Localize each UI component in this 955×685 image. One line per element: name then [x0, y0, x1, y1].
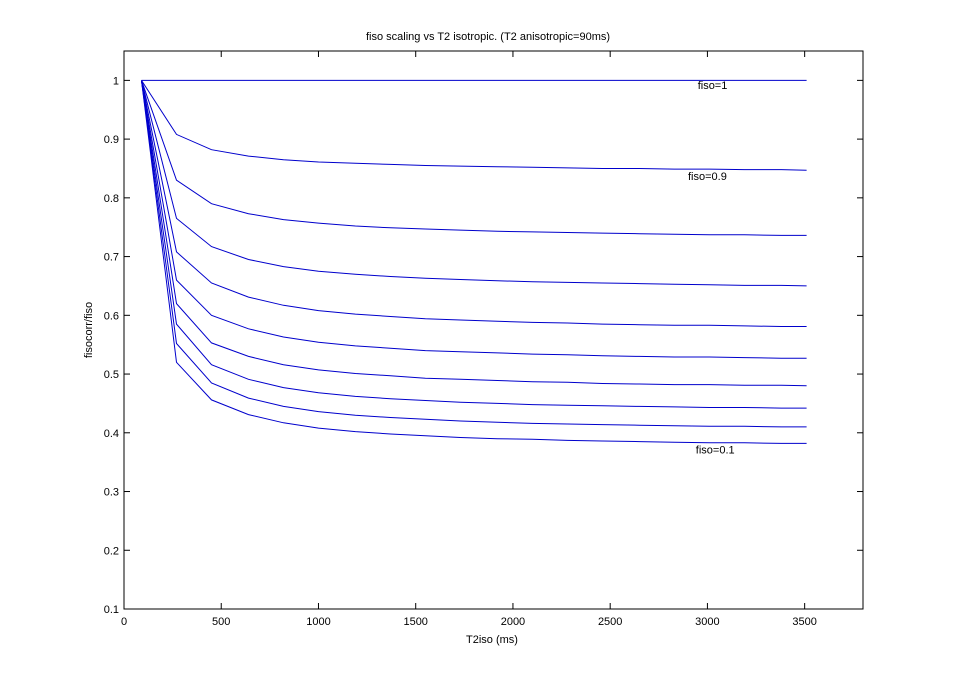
- y-tick-label: 0.9: [104, 134, 119, 146]
- chart-title: fiso scaling vs T2 isotropic. (T2 anisot…: [366, 31, 610, 43]
- series-line-3: [141, 80, 807, 236]
- annotation-label-1: fiso=1: [698, 80, 728, 92]
- y-tick-label: 0.8: [104, 193, 119, 205]
- series-line-7: [141, 80, 807, 387]
- series-line-4: [141, 80, 807, 287]
- y-tick-label: 0.2: [104, 545, 119, 557]
- y-tick-label: 0.7: [104, 252, 119, 264]
- x-tick-label: 1000: [306, 616, 330, 628]
- series-line-2: [141, 80, 807, 171]
- x-tick-label: 500: [212, 616, 230, 628]
- x-tick-label: 1500: [403, 616, 427, 628]
- annotation-layer: fiso=1 fiso=0.9 fiso=0.1: [688, 80, 735, 456]
- x-tick-label: 0: [121, 616, 127, 628]
- series-line-9: [141, 80, 807, 428]
- series-line-5: [141, 80, 807, 327]
- y-tick-label: 0.6: [104, 310, 119, 322]
- x-tick-label: 3500: [792, 616, 816, 628]
- y-tick-label: 0.1: [104, 604, 119, 616]
- series-layer: [141, 79, 807, 444]
- y-tick-label: 0.5: [104, 369, 119, 381]
- y-tick-label: 0.4: [104, 428, 119, 440]
- series-line-10: [141, 80, 807, 444]
- x-axis-label: T2iso (ms): [466, 634, 518, 646]
- y-ticks: 0.1 0.2 0.3 0.4 0.5 0.6 0.7 0.8 0.9 1: [104, 75, 863, 616]
- x-ticks: 0 500 1000 1500 2000 2500 3000 3500: [121, 51, 817, 628]
- annotation-label-3: fiso=0.1: [696, 444, 735, 456]
- x-tick-label: 3000: [695, 616, 719, 628]
- series-line-6: [141, 80, 807, 359]
- series-line-8: [141, 80, 807, 409]
- y-axis-label: fisocorr/fiso: [83, 302, 95, 358]
- annotation-label-2: fiso=0.9: [688, 171, 727, 183]
- x-tick-label: 2000: [501, 616, 525, 628]
- y-tick-label: 1: [113, 75, 119, 87]
- x-tick-label: 2500: [598, 616, 622, 628]
- plot-frame: [123, 50, 864, 610]
- y-tick-label: 0.3: [104, 487, 119, 499]
